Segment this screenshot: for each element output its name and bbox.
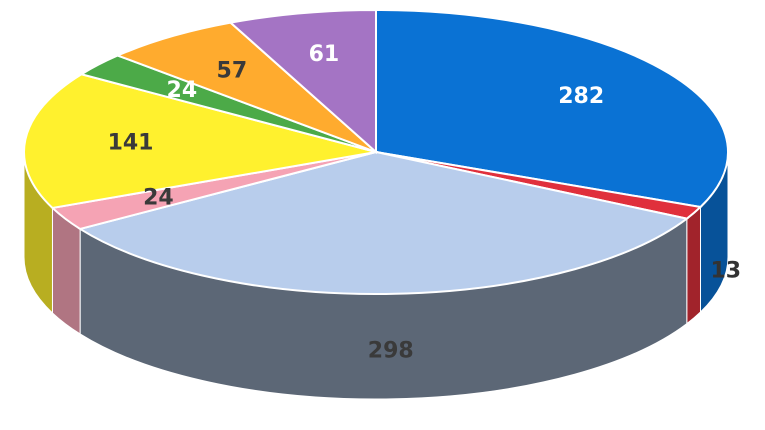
- data-label: 24: [143, 186, 174, 211]
- data-label: 141: [108, 130, 154, 155]
- slice: [228, 8, 377, 155]
- slice: [375, 8, 729, 209]
- slice: [77, 150, 690, 295]
- data-label: 13: [710, 258, 741, 283]
- slice: [23, 73, 377, 210]
- data-label: 24: [167, 78, 198, 103]
- data-label: 298: [368, 339, 414, 364]
- data-label: 282: [558, 84, 604, 109]
- data-label: 57: [217, 58, 248, 83]
- slice: [115, 21, 377, 153]
- data-label: 61: [309, 42, 340, 67]
- slice-side: [686, 205, 701, 325]
